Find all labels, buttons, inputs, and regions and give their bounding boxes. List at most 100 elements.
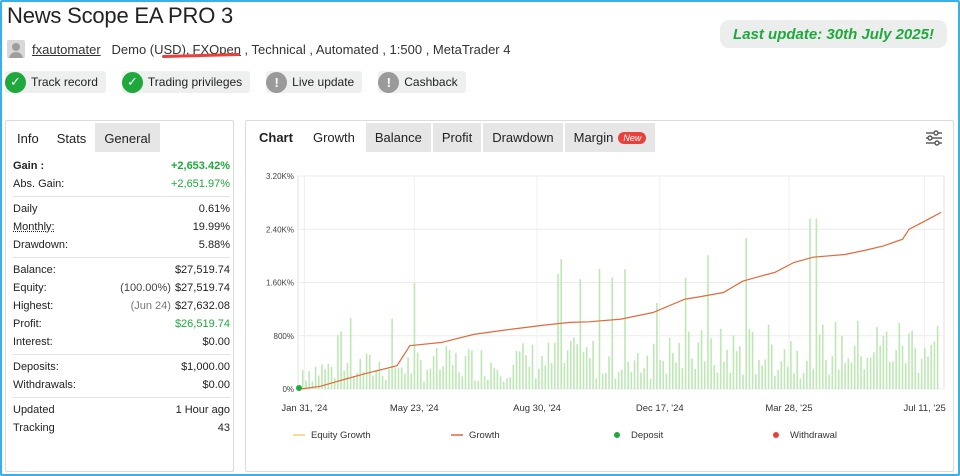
- trade-bar: [302, 370, 304, 389]
- stat-daily: Daily 0.61%: [13, 203, 230, 215]
- tab-margin[interactable]: Margin New: [564, 123, 656, 152]
- stat-interest: Interest: $0.00: [13, 336, 230, 348]
- account-details: , Technical , Automated , 1:500 , MetaTr…: [240, 41, 511, 57]
- check-cashback[interactable]: ! Cashback: [378, 71, 466, 93]
- trade-bar: [598, 268, 601, 389]
- trade-bar: [809, 218, 811, 389]
- trade-bar: [914, 348, 917, 389]
- trade-bar: [710, 338, 712, 389]
- trade-bar: [895, 350, 897, 389]
- tab-info[interactable]: Info: [17, 131, 39, 146]
- trade-bar: [844, 363, 846, 389]
- trade-bar: [480, 349, 483, 389]
- trade-bar: [633, 360, 636, 389]
- page-title: News Scope EA PRO 3: [7, 3, 234, 28]
- trade-bar: [458, 372, 460, 389]
- trade-bar: [509, 377, 511, 389]
- trade-bar: [812, 368, 814, 389]
- tab-balance[interactable]: Balance: [365, 123, 431, 152]
- trade-bar: [474, 380, 476, 389]
- trade-bar: [866, 357, 869, 389]
- check-icon: ✓: [121, 71, 143, 93]
- trade-bar: [451, 364, 454, 389]
- trade-bar: [908, 333, 910, 389]
- account-meta: fxautomater Demo (USD), FXOpen , Technic…: [7, 40, 510, 58]
- trade-bar: [400, 367, 403, 389]
- trade-bar: [375, 370, 377, 389]
- settings-sliders-icon[interactable]: [925, 129, 943, 147]
- trade-bar: [359, 358, 362, 389]
- trade-bar: [825, 360, 827, 389]
- y-tick-label: 1.60K%: [266, 279, 294, 288]
- trade-bar: [668, 337, 671, 389]
- broker-link[interactable]: FXOpen: [192, 41, 241, 57]
- trade-bar: [821, 324, 824, 389]
- trade-bar: [381, 375, 384, 389]
- trade-bar: [404, 373, 406, 389]
- trade-bar: [391, 318, 393, 389]
- trade-bar: [860, 356, 862, 389]
- trade-bar: [362, 372, 365, 389]
- trade-bar: [346, 362, 349, 389]
- trade-bar: [455, 352, 457, 389]
- trade-bar: [388, 369, 390, 389]
- user-link[interactable]: fxautomater: [32, 41, 101, 57]
- tab-drawdown[interactable]: Drawdown: [483, 123, 563, 152]
- tab-general[interactable]: General: [95, 123, 160, 152]
- deposit-marker: [296, 385, 302, 391]
- trade-bar: [573, 337, 575, 389]
- trade-bar: [324, 368, 326, 389]
- trade-bar: [569, 340, 572, 389]
- trade-bar: [799, 378, 802, 389]
- trade-bar: [621, 369, 623, 389]
- trade-bar: [774, 375, 776, 389]
- trade-bar: [608, 356, 610, 389]
- trade-bar: [576, 344, 578, 389]
- tab-growth[interactable]: Growth: [303, 123, 364, 152]
- trade-bar: [675, 362, 677, 389]
- trade-bar: [786, 366, 789, 389]
- trade-bar: [930, 344, 933, 389]
- last-update-badge: Last update: 30th July 2025!: [720, 20, 947, 48]
- trade-bar: [394, 368, 397, 389]
- trade-bar: [802, 372, 805, 389]
- trade-bar: [703, 361, 706, 389]
- trade-bar: [643, 368, 645, 389]
- trade-bar: [327, 363, 330, 389]
- trade-bar: [592, 340, 594, 389]
- legend-label: Growth: [469, 430, 500, 441]
- check-track-record[interactable]: ✓ Track record: [5, 71, 106, 93]
- trade-bar: [888, 361, 891, 389]
- trade-bar: [534, 378, 537, 389]
- trade-bar: [882, 335, 885, 389]
- stat-deposits: Deposits: $1,000.00: [13, 361, 230, 373]
- trade-bar: [541, 356, 543, 389]
- x-tick-label: May 23, '24: [390, 403, 439, 414]
- trade-bar: [582, 351, 585, 389]
- trade-bar: [554, 342, 556, 389]
- trade-bar: [305, 380, 307, 389]
- tab-stats[interactable]: Stats: [47, 123, 96, 152]
- stat-drawdown: Drawdown: 5.88%: [13, 239, 230, 251]
- trade-bar: [828, 374, 830, 389]
- check-live-update[interactable]: ! Live update: [266, 71, 363, 93]
- trade-bar: [662, 360, 665, 389]
- trade-bar: [924, 348, 926, 389]
- trade-bar: [413, 282, 416, 389]
- trade-bar: [333, 378, 336, 389]
- trade-bar: [806, 360, 808, 389]
- check-trading-privileges[interactable]: ✓ Trading privileges: [121, 71, 251, 93]
- growth-chart: 0% 800% 1.60K% 2.40K% 3.20K% Jan 31, '24 May 2…: [266, 172, 946, 441]
- trade-bar: [687, 331, 690, 389]
- trade-bar: [464, 355, 467, 389]
- trade-bar: [477, 381, 480, 389]
- trade-bar: [330, 366, 333, 389]
- trade-bar: [340, 331, 342, 389]
- trade-bar: [713, 365, 716, 389]
- trade-bar: [936, 325, 939, 389]
- trade-bar: [560, 259, 562, 389]
- trade-bar: [353, 376, 355, 389]
- tab-profit[interactable]: Profit: [432, 123, 482, 152]
- trade-bar: [716, 372, 719, 389]
- tab-chart[interactable]: Chart: [250, 123, 302, 152]
